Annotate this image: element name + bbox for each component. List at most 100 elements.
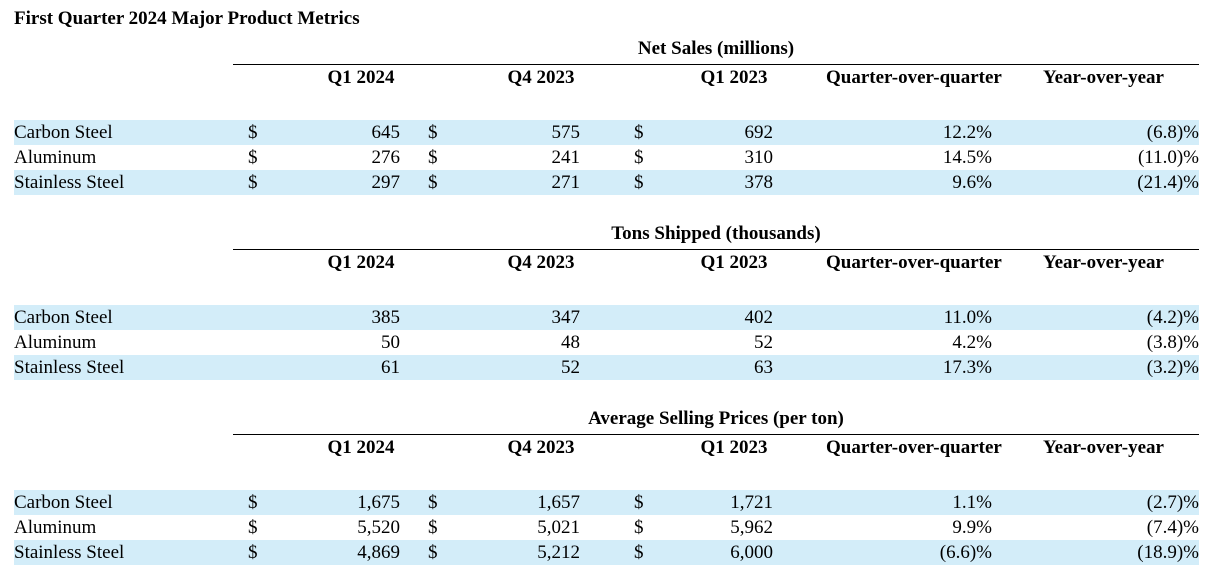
section-rule — [233, 64, 1199, 65]
currency-symbol: $ — [634, 122, 644, 143]
value-cell: (21.4)% — [1137, 172, 1199, 193]
table-row: Aluminum $ $ $276 241 310 14.5% (11.0)% — [14, 145, 1199, 170]
column-header: Q4 2023 — [507, 67, 575, 88]
value-cell: (11.0)% — [1137, 147, 1199, 168]
value-cell: 9.6% — [952, 172, 992, 193]
row-label: Carbon Steel — [14, 122, 113, 143]
row-label: Aluminum — [14, 517, 97, 538]
value-cell: 692 — [744, 122, 774, 143]
value-cell: (6.6)% — [939, 542, 992, 563]
currency-symbol: $ — [428, 122, 438, 143]
row-label: Stainless Steel — [14, 542, 125, 563]
table-row: Carbon Steel $ $ $1,675 1,657 1,721 1.1% (2.7)% — [14, 490, 1199, 515]
currency-symbol: $ — [634, 517, 644, 538]
row-label: Stainless Steel — [14, 172, 125, 193]
column-header: Q1 2023 — [700, 67, 768, 88]
value-cell: 310 — [744, 147, 774, 168]
table-row: Aluminum 50 48 52 4.2% (3.8)% — [14, 330, 1199, 355]
value-cell: 4.2% — [952, 332, 992, 353]
section-rule — [233, 249, 1199, 250]
column-header: Q1 2024 — [327, 67, 395, 88]
currency-symbol: $ — [428, 147, 438, 168]
value-cell: 1.1% — [952, 492, 992, 513]
column-header: Q1 2024 — [327, 252, 395, 273]
value-cell: 48 — [561, 332, 580, 353]
value-cell: 17.3% — [942, 357, 992, 378]
column-header: Quarter-over-quarter — [826, 67, 1002, 88]
currency-symbol: $ — [428, 542, 438, 563]
section-0: Net Sales (millions) Q1 2024 Q4 2023 Q1 202… — [0, 10, 1211, 195]
currency-symbol: $ — [634, 492, 644, 513]
column-header: Q4 2023 — [507, 252, 575, 273]
value-cell: 1,657 — [537, 492, 580, 513]
table-row: Stainless Steel 61 52 63 17.3% (3.2)% — [14, 355, 1199, 380]
currency-symbol: $ — [428, 172, 438, 193]
column-header: Quarter-over-quarter — [826, 437, 1002, 458]
value-cell: 347 — [551, 307, 581, 328]
value-cell: 6,000 — [730, 542, 773, 563]
value-cell: 12.2% — [942, 122, 992, 143]
column-header: Q1 2024 — [327, 437, 395, 458]
value-cell: 50 — [381, 332, 400, 353]
value-cell: 52 — [754, 332, 773, 353]
table-row: Aluminum $ $ $5,520 5,021 5,962 9.9% (7.4)% — [14, 515, 1199, 540]
value-cell: 378 — [744, 172, 774, 193]
value-cell: 5,212 — [537, 542, 580, 563]
value-cell: 645 — [371, 122, 401, 143]
value-cell: 297 — [371, 172, 401, 193]
column-header: Year-over-year — [1043, 437, 1164, 458]
currency-symbol: $ — [248, 542, 258, 563]
table-row: Stainless Steel $ $ $4,869 5,212 6,000 (6.6)% (… — [14, 540, 1199, 565]
row-label: Carbon Steel — [14, 307, 113, 328]
table-row: Carbon Steel 385 347 402 11.0% (4.2)% — [14, 305, 1199, 330]
section-rule — [233, 434, 1199, 435]
value-cell: 5,520 — [357, 517, 400, 538]
row-label: Stainless Steel — [14, 357, 125, 378]
value-cell: (18.9)% — [1137, 542, 1199, 563]
section-title: Net Sales (millions) — [637, 38, 795, 59]
value-cell: (7.4)% — [1146, 517, 1199, 538]
page-title: First Quarter 2024 Major Product Metrics — [14, 8, 360, 29]
value-cell: 61 — [381, 357, 400, 378]
section-2: Average Selling Prices (per ton) Q1 2024 Q… — [0, 380, 1211, 565]
value-cell: 52 — [561, 357, 580, 378]
currency-symbol: $ — [248, 172, 258, 193]
column-header: Year-over-year — [1043, 67, 1164, 88]
value-cell: 575 — [551, 122, 581, 143]
value-cell: 1,675 — [357, 492, 400, 513]
currency-symbol: $ — [428, 517, 438, 538]
currency-symbol: $ — [634, 172, 644, 193]
section-title: Tons Shipped (thousands) — [611, 223, 821, 244]
column-header: Q1 2023 — [700, 252, 768, 273]
value-cell: 5,021 — [537, 517, 580, 538]
currency-symbol: $ — [248, 517, 258, 538]
row-label: Carbon Steel — [14, 492, 113, 513]
table-row: Stainless Steel $ $ $297 271 378 9.6% (21.4)% — [14, 170, 1199, 195]
row-label: Aluminum — [14, 147, 97, 168]
value-cell: 241 — [551, 147, 581, 168]
currency-symbol: $ — [428, 492, 438, 513]
value-cell: (6.8)% — [1146, 122, 1199, 143]
value-cell: (3.2)% — [1146, 357, 1199, 378]
value-cell: 385 — [371, 307, 401, 328]
column-header: Year-over-year — [1043, 252, 1164, 273]
currency-symbol: $ — [634, 542, 644, 563]
value-cell: 11.0% — [943, 307, 992, 328]
value-cell: (3.8)% — [1146, 332, 1199, 353]
value-cell: 4,869 — [357, 542, 400, 563]
value-cell: (2.7)% — [1146, 492, 1199, 513]
column-header: Q1 2023 — [700, 437, 768, 458]
value-cell: 1,721 — [730, 492, 773, 513]
value-cell: 9.9% — [952, 517, 992, 538]
currency-symbol: $ — [248, 122, 258, 143]
value-cell: 276 — [371, 147, 401, 168]
row-label: Aluminum — [14, 332, 97, 353]
value-cell: 5,962 — [730, 517, 773, 538]
section-title: Average Selling Prices (per ton) — [588, 408, 844, 429]
currency-symbol: $ — [248, 147, 258, 168]
value-cell: 402 — [744, 307, 774, 328]
column-header: Q4 2023 — [507, 437, 575, 458]
column-header: Quarter-over-quarter — [826, 252, 1002, 273]
currency-symbol: $ — [634, 147, 644, 168]
table-row: Carbon Steel $ $ $645 575 692 12.2% (6.8)% — [14, 120, 1199, 145]
